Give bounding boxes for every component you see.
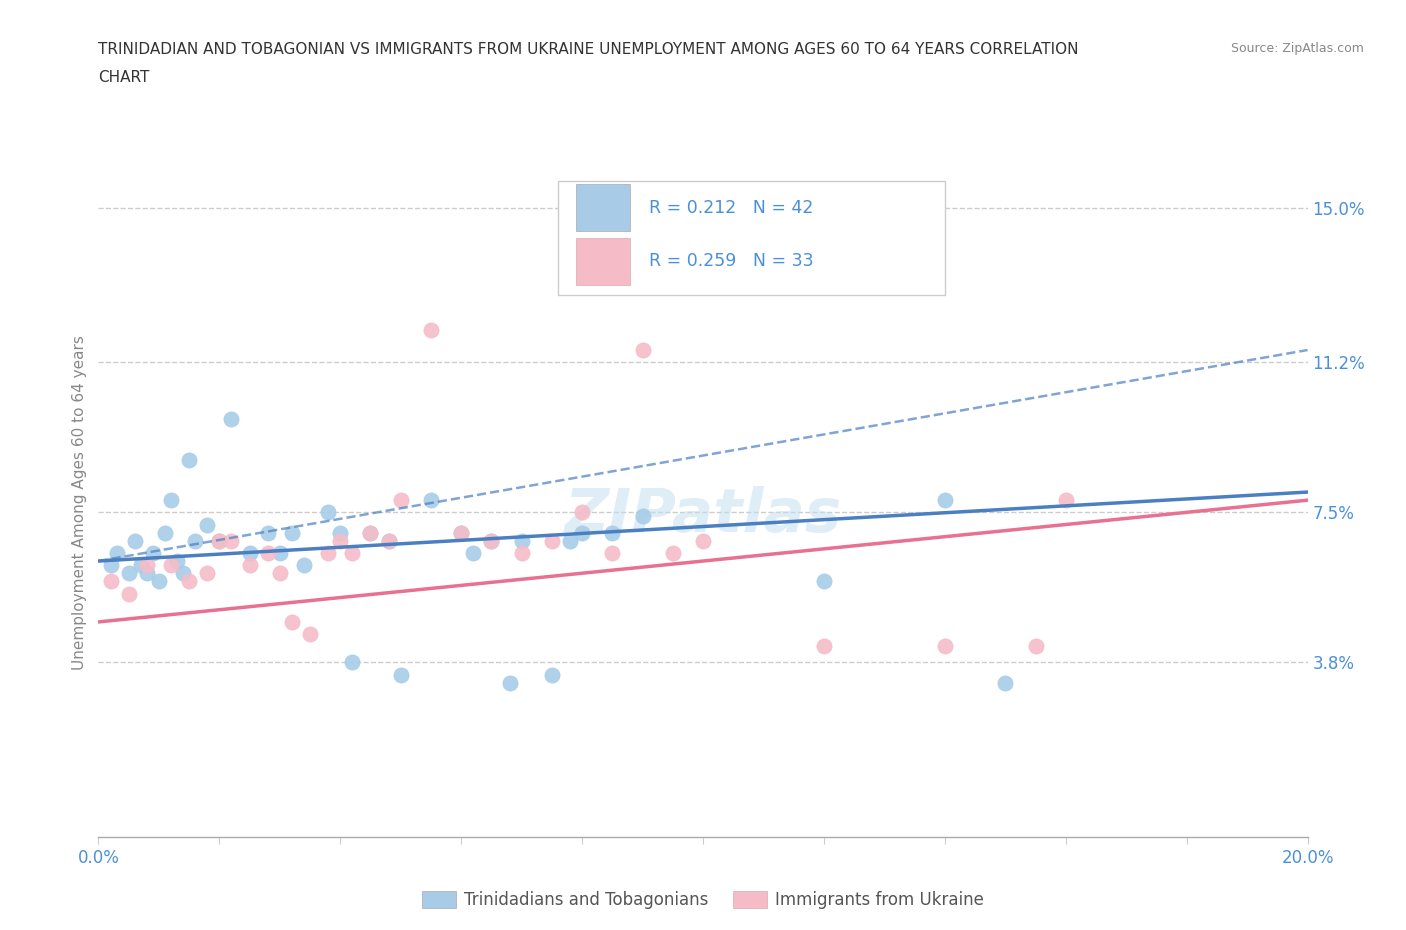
Point — [329, 533, 352, 548]
Point — [463, 546, 485, 561]
Point — [172, 565, 194, 580]
Point — [420, 323, 443, 338]
Point — [540, 533, 562, 548]
Point — [602, 525, 624, 540]
Point — [377, 533, 399, 548]
Point — [195, 565, 218, 580]
Text: Source: ZipAtlas.com: Source: ZipAtlas.com — [1230, 42, 1364, 55]
Point — [135, 558, 157, 573]
Point — [239, 546, 262, 561]
Text: R = 0.259   N = 33: R = 0.259 N = 33 — [648, 252, 813, 270]
Point — [148, 574, 170, 589]
Point — [142, 546, 165, 561]
Point — [105, 546, 128, 561]
Point — [269, 565, 291, 580]
Point — [329, 525, 352, 540]
Point — [481, 533, 503, 548]
Point — [631, 509, 654, 524]
Point — [208, 533, 231, 548]
Point — [124, 533, 146, 548]
Text: CHART: CHART — [98, 70, 150, 85]
Point — [292, 558, 315, 573]
Bar — [576, 238, 630, 285]
Point — [100, 558, 122, 573]
Point — [377, 533, 399, 548]
Point — [281, 615, 304, 630]
Legend: Trinidadians and Tobagonians, Immigrants from Ukraine: Trinidadians and Tobagonians, Immigrants… — [416, 884, 990, 916]
Point — [1054, 493, 1077, 508]
Point — [299, 627, 322, 642]
Point — [153, 525, 176, 540]
Point — [662, 546, 685, 561]
Bar — [576, 184, 630, 231]
Point — [571, 505, 593, 520]
Point — [602, 546, 624, 561]
Point — [166, 553, 188, 568]
Point — [510, 546, 533, 561]
Point — [129, 558, 152, 573]
Point — [934, 493, 956, 508]
Point — [100, 574, 122, 589]
Point — [184, 533, 207, 548]
Point — [179, 574, 201, 589]
Point — [498, 675, 520, 690]
Point — [179, 452, 201, 467]
Point — [571, 525, 593, 540]
Point — [481, 533, 503, 548]
Point — [389, 667, 412, 682]
Point — [934, 639, 956, 654]
Point — [316, 505, 339, 520]
FancyBboxPatch shape — [558, 180, 945, 295]
Text: R = 0.212   N = 42: R = 0.212 N = 42 — [648, 199, 813, 217]
Point — [360, 525, 382, 540]
Point — [540, 667, 562, 682]
Point — [118, 586, 141, 601]
Point — [813, 574, 835, 589]
Point — [221, 412, 243, 427]
Point — [256, 546, 278, 561]
Point — [195, 517, 218, 532]
Point — [135, 565, 157, 580]
Point — [239, 558, 262, 573]
Point — [160, 558, 183, 573]
Point — [221, 533, 243, 548]
Text: ZIPatlas: ZIPatlas — [564, 486, 842, 545]
Text: TRINIDADIAN AND TOBAGONIAN VS IMMIGRANTS FROM UKRAINE UNEMPLOYMENT AMONG AGES 60: TRINIDADIAN AND TOBAGONIAN VS IMMIGRANTS… — [98, 42, 1078, 57]
Point — [994, 675, 1017, 690]
Point — [342, 546, 364, 561]
Point — [558, 533, 581, 548]
Point — [160, 493, 183, 508]
Point — [208, 533, 231, 548]
Y-axis label: Unemployment Among Ages 60 to 64 years: Unemployment Among Ages 60 to 64 years — [72, 335, 87, 670]
Point — [450, 525, 472, 540]
Point — [342, 655, 364, 670]
Point — [510, 533, 533, 548]
Point — [631, 342, 654, 357]
Point — [316, 546, 339, 561]
Point — [118, 565, 141, 580]
Point — [360, 525, 382, 540]
Point — [389, 493, 412, 508]
Point — [450, 525, 472, 540]
Point — [256, 525, 278, 540]
Point — [281, 525, 304, 540]
Point — [420, 493, 443, 508]
Point — [692, 533, 714, 548]
Point — [1024, 639, 1046, 654]
Point — [813, 639, 835, 654]
Point — [269, 546, 291, 561]
